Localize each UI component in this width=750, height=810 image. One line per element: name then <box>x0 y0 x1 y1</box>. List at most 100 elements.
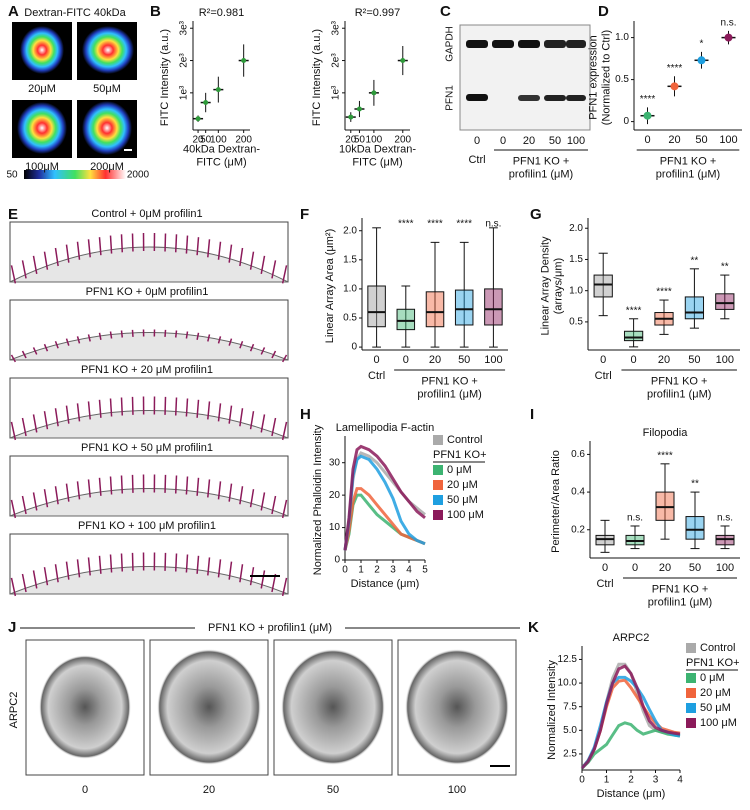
filopodium <box>260 492 266 511</box>
x-tick-label: 100 <box>716 562 734 574</box>
filopodium <box>260 414 266 433</box>
filopodium <box>32 414 38 433</box>
x-tick-label: 200 <box>394 135 411 146</box>
significance: **** <box>656 287 672 298</box>
ctrl-label: Ctrl <box>596 578 613 590</box>
y-tick-label: 2e³ <box>179 53 190 68</box>
y-tick-label: 7.5 <box>563 701 577 712</box>
filopodium <box>98 399 102 418</box>
filopodium <box>32 255 38 274</box>
legend-swatch <box>433 435 443 445</box>
filopodium <box>21 350 27 359</box>
panel-title: Dextran-FITC 40kDa <box>24 7 126 19</box>
ctrl-label: Ctrl <box>595 370 612 382</box>
series-line <box>343 487 426 551</box>
panel-label: A <box>8 3 19 20</box>
filopodium <box>10 421 17 441</box>
mean-dot <box>643 111 652 120</box>
filopodium <box>43 411 49 430</box>
filopodium <box>98 555 102 574</box>
legend-swatch <box>686 643 696 653</box>
filopodium <box>196 332 200 340</box>
filopodium <box>271 417 277 437</box>
x-label: 40kDa Dextran-FITC (μM) <box>183 144 260 169</box>
significance: * <box>700 39 704 50</box>
filopodium <box>228 244 233 263</box>
significance: n.s. <box>720 18 736 29</box>
x-tick-label: 50 <box>354 135 366 146</box>
filopodium <box>32 347 38 355</box>
x-tick-label: 100 <box>366 135 383 146</box>
box <box>367 285 386 328</box>
x-tick-label: 50 <box>689 562 701 574</box>
y-label: Linear Array Density(arrays/μm) <box>540 236 565 336</box>
mean-dot <box>195 116 201 122</box>
lane-label: 100 <box>567 135 585 147</box>
filopodium <box>174 397 178 416</box>
x-label: Distance (μm) <box>351 578 420 590</box>
filopodium <box>207 334 211 342</box>
ctrl-label: Ctrl <box>368 370 385 382</box>
filopodium <box>217 241 222 260</box>
box <box>425 291 445 328</box>
filopodium <box>239 340 244 349</box>
filopodium <box>228 483 233 502</box>
significance: **** <box>427 219 443 230</box>
x-tick-label: 0 <box>374 354 380 366</box>
y-tick-label: 0.5 <box>615 74 629 85</box>
box <box>715 293 735 310</box>
filopodium <box>174 475 178 494</box>
filopodium <box>271 495 277 515</box>
legend-label: Control <box>700 642 735 654</box>
filopodium <box>76 241 81 260</box>
ctrl-label: Ctrl <box>468 154 485 166</box>
box <box>685 516 705 540</box>
filopodium <box>185 554 189 573</box>
panel-label: I <box>530 406 534 423</box>
image-label: 50μM <box>93 83 121 95</box>
panel-label: G <box>530 206 542 223</box>
y-label: FITC Intensity (a.u.) <box>159 29 171 126</box>
y-tick-label: 0.2 <box>571 524 585 535</box>
y-tick-label: 5.0 <box>563 725 577 736</box>
filopodium <box>109 398 113 417</box>
legend-swatch <box>686 703 696 713</box>
filopodium <box>260 347 266 355</box>
filopodium <box>87 401 91 420</box>
y-label: FITC Intensity (a.u.) <box>311 29 323 126</box>
filopodium <box>76 403 81 422</box>
box <box>593 274 613 298</box>
filopodium <box>120 397 124 416</box>
significance: **** <box>640 94 656 105</box>
y-tick-label: 0.5 <box>569 317 583 328</box>
mean-dot <box>697 56 706 65</box>
filopodium <box>271 260 277 279</box>
legend-swatch <box>433 495 443 505</box>
mean-dot <box>670 82 679 91</box>
box <box>684 296 705 320</box>
significance: ** <box>691 255 699 266</box>
mean-dot <box>241 58 247 64</box>
x-tick-label: 20 <box>345 135 357 146</box>
x-tick-label: 0 <box>602 562 608 574</box>
legend-label: 50 μM <box>447 494 478 506</box>
filopodium <box>185 331 189 339</box>
filopodium <box>43 251 49 270</box>
image-label: 200μM <box>90 161 124 173</box>
mean-dot <box>356 106 362 112</box>
image-caption: Control + 0μM profilin1 <box>91 208 202 220</box>
row-label: GAPDH <box>445 26 456 62</box>
x-tick-label: 20 <box>659 562 671 574</box>
filopodium <box>10 354 17 363</box>
row-label: PFN1 <box>445 85 456 111</box>
filopodium <box>98 237 102 256</box>
dextran-images <box>12 22 137 179</box>
filopodium <box>65 244 70 263</box>
filopodium <box>249 343 255 352</box>
filopodium <box>87 557 91 576</box>
filopodium <box>76 481 81 500</box>
filopodium <box>32 492 38 511</box>
filopodium <box>87 239 91 258</box>
